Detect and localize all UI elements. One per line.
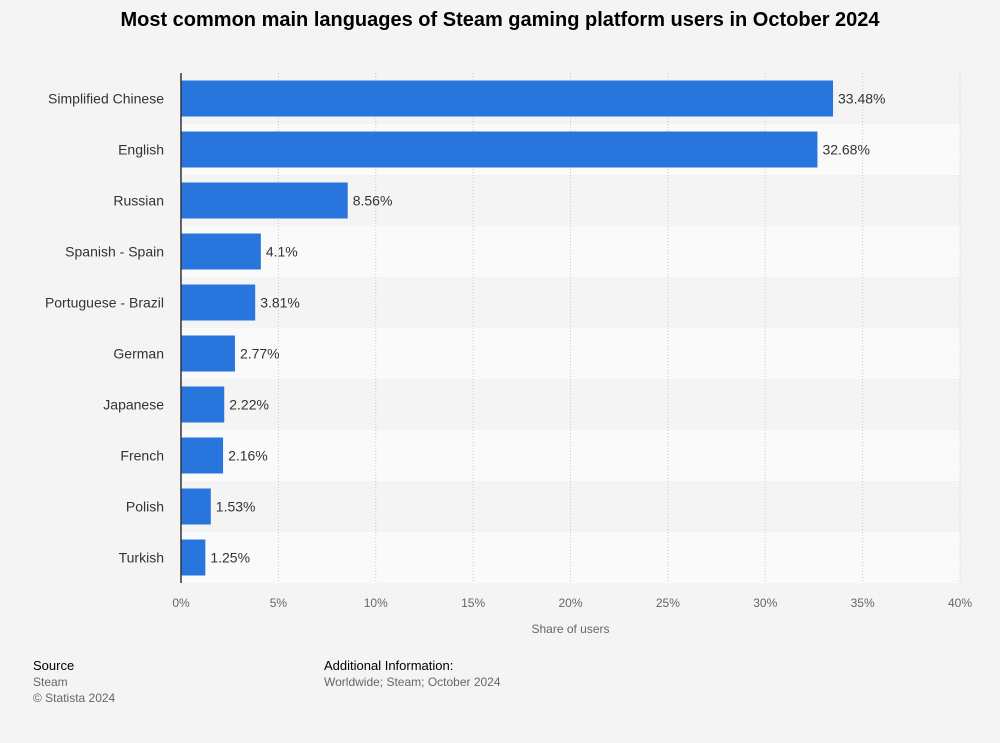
category-label: Japanese — [103, 397, 164, 413]
bar — [181, 131, 818, 168]
x-tick-label: 0% — [172, 596, 190, 610]
additional-info-text: Worldwide; Steam; October 2024 — [324, 675, 501, 689]
category-label: Simplified Chinese — [48, 91, 164, 107]
value-label: 3.81% — [260, 295, 300, 311]
value-label: 33.48% — [838, 91, 885, 107]
x-tick-labels: 0% 5% 10% 15% 20% 25% 30% 35% 40% — [172, 596, 972, 610]
category-label: Turkish — [119, 550, 164, 566]
bar — [181, 335, 235, 372]
row-band — [181, 226, 960, 277]
value-labels: 33.48% 32.68% 8.56% 4.1% 3.81% 2.77% 2.22% 2.16… — [210, 91, 885, 566]
bar — [181, 437, 224, 474]
category-labels: Simplified Chinese English Russian Spanish … — [45, 91, 164, 566]
category-label: German — [113, 346, 164, 362]
value-label: 4.1% — [266, 244, 298, 260]
row-band — [181, 379, 960, 430]
x-tick-label: 5% — [270, 596, 288, 610]
category-label: French — [120, 448, 164, 464]
value-label: 1.25% — [210, 550, 250, 566]
category-label: Russian — [113, 193, 164, 209]
value-label: 1.53% — [216, 499, 256, 515]
bar — [181, 80, 834, 117]
additional-info-block: Additional Information: Worldwide; Steam… — [324, 658, 501, 690]
row-band — [181, 481, 960, 532]
additional-info-heading: Additional Information: — [324, 658, 454, 673]
category-label: English — [118, 142, 164, 158]
bar — [181, 182, 348, 219]
x-tick-label: 20% — [558, 596, 582, 610]
bars — [181, 80, 834, 576]
value-label: 32.68% — [822, 142, 869, 158]
value-label: 2.77% — [240, 346, 280, 362]
x-tick-label: 35% — [851, 596, 875, 610]
row-band — [181, 328, 960, 379]
row-band — [181, 532, 960, 583]
value-label: 2.22% — [229, 397, 269, 413]
bar — [181, 284, 256, 321]
bar — [181, 386, 225, 423]
value-label: 2.16% — [228, 448, 268, 464]
copyright-text: © Statista 2024 — [33, 691, 116, 705]
x-axis-title: Share of users — [531, 622, 609, 636]
row-band — [181, 430, 960, 481]
bar — [181, 488, 211, 525]
source-block: Source Steam © Statista 2024 — [33, 658, 115, 706]
x-tick-label: 30% — [753, 596, 777, 610]
category-label: Portuguese - Brazil — [45, 295, 164, 311]
category-label: Polish — [126, 499, 164, 515]
chart-title: Most common main languages of Steam gami… — [120, 9, 880, 31]
source-heading: Source — [33, 658, 75, 673]
x-tick-label: 40% — [948, 596, 972, 610]
x-tick-label: 15% — [461, 596, 485, 610]
bar — [181, 233, 261, 270]
source-name[interactable]: Steam — [33, 675, 68, 689]
bar — [181, 539, 206, 576]
category-label: Spanish - Spain — [65, 244, 164, 260]
value-label: 8.56% — [353, 193, 393, 209]
x-tick-label: 25% — [656, 596, 680, 610]
x-tick-label: 10% — [364, 596, 388, 610]
bar-chart: Simplified Chinese English Russian Spanish … — [45, 73, 972, 636]
